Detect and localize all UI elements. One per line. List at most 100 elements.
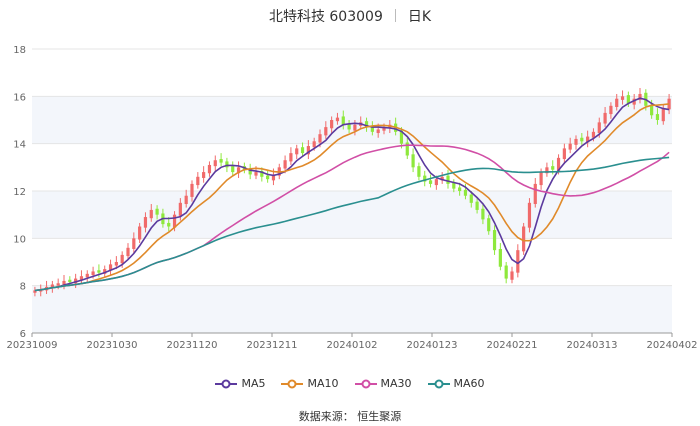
candle-body	[411, 154, 415, 168]
x-tick-label: 20240102	[327, 340, 378, 351]
candle-body	[580, 137, 584, 142]
candle-body	[510, 271, 514, 280]
candle-body	[306, 146, 310, 155]
y-tick-label: 6	[20, 329, 26, 340]
candle-body	[516, 250, 520, 273]
candle-body	[74, 278, 78, 284]
candle-body	[609, 105, 613, 115]
legend: MA5 MA10 MA30 MA60	[0, 377, 700, 390]
candle-body	[138, 226, 142, 240]
candle-body	[487, 218, 491, 232]
legend-line-icon	[215, 379, 238, 388]
candle-body	[184, 195, 188, 205]
candle-body	[149, 209, 153, 219]
period-label: 日K	[407, 9, 432, 25]
candle-body	[533, 183, 537, 205]
candle-body	[527, 202, 532, 228]
candle-body	[126, 247, 130, 257]
candle-body	[167, 222, 171, 227]
candle-body	[399, 130, 404, 144]
legend-label: MA30	[380, 377, 412, 390]
candle-body	[91, 271, 95, 276]
candle-body	[463, 189, 468, 196]
candle-body	[143, 217, 148, 228]
candle-body	[155, 208, 159, 215]
candle-body	[405, 142, 409, 156]
candle-body	[498, 248, 502, 267]
candle-body	[260, 170, 264, 177]
x-tick-label: 20231009	[7, 340, 58, 351]
legend-item-ma5[interactable]: MA5	[215, 377, 265, 390]
candle-body	[196, 176, 200, 186]
candle-body	[324, 127, 328, 136]
ma10-line	[34, 103, 670, 292]
candle-body	[318, 134, 322, 143]
chart-title: 北特科技 603009 日K	[0, 6, 700, 26]
x-tick-label: 20240123	[407, 340, 458, 351]
candle-body	[376, 129, 380, 134]
legend-item-ma60[interactable]: MA60	[427, 377, 485, 390]
candle-body	[289, 153, 293, 162]
legend-item-ma30[interactable]: MA30	[354, 377, 412, 390]
candle-body	[335, 117, 340, 122]
candle-body	[213, 160, 217, 167]
data-source: 数据来源： 恒生聚源	[298, 410, 402, 423]
candle-body	[266, 175, 270, 180]
candle-body	[132, 238, 136, 249]
candle-body	[347, 123, 351, 130]
ma5-line	[34, 97, 670, 292]
candle-body	[638, 93, 642, 100]
candle-body	[522, 226, 526, 252]
candle-body	[620, 96, 625, 100]
candle-body	[504, 265, 508, 279]
stock-name-code: 北特科技 603009	[268, 9, 383, 25]
y-tick-label: 12	[13, 187, 26, 198]
grid-band	[32, 96, 672, 144]
candle-body	[551, 166, 555, 170]
x-tick-label: 20240221	[487, 340, 538, 351]
candle-body	[545, 167, 549, 174]
candle-body	[446, 175, 450, 184]
legend-label: MA10	[307, 377, 339, 390]
candle-body	[85, 273, 89, 278]
y-tick-label: 16	[13, 92, 26, 103]
candle-body	[295, 148, 299, 155]
x-tick-label: 20231030	[87, 340, 138, 351]
candle-body	[650, 104, 654, 116]
legend-label: MA5	[241, 377, 266, 390]
candle-body	[661, 108, 665, 122]
candle-body	[108, 264, 113, 271]
candle-body	[492, 230, 497, 251]
candle-body	[248, 168, 252, 175]
legend-line-icon	[427, 379, 450, 388]
candle-body	[556, 157, 561, 171]
candle-body	[312, 141, 316, 148]
candle-body	[655, 114, 660, 120]
candle-body	[452, 182, 456, 189]
legend-item-ma10[interactable]: MA10	[281, 377, 339, 390]
candle-body	[586, 136, 590, 143]
y-tick-label: 14	[13, 140, 26, 151]
candle-body	[172, 214, 177, 228]
candle-body	[382, 127, 386, 131]
candle-body	[62, 280, 66, 285]
legend-line-icon	[281, 379, 304, 388]
candle-body	[219, 159, 223, 163]
candle-body	[626, 95, 630, 104]
candle-body	[33, 290, 37, 293]
candle-body	[114, 262, 118, 266]
x-tick-label: 20231120	[167, 340, 218, 351]
candle-body	[370, 125, 374, 132]
candle-body	[120, 254, 124, 264]
candle-body	[56, 283, 60, 286]
candle-body	[458, 187, 462, 191]
legend-label: MA60	[453, 377, 485, 390]
candle-body	[236, 167, 241, 174]
candle-body	[632, 98, 636, 105]
candlestick-chart: 6 8 10 12 14 16 18 20231009 20231030 20231120 2023…	[7, 45, 698, 351]
candle-body	[103, 269, 107, 274]
candle-body	[225, 161, 229, 168]
candle-body	[271, 174, 276, 181]
candle-body	[231, 166, 235, 173]
legend-line-icon	[354, 379, 377, 388]
